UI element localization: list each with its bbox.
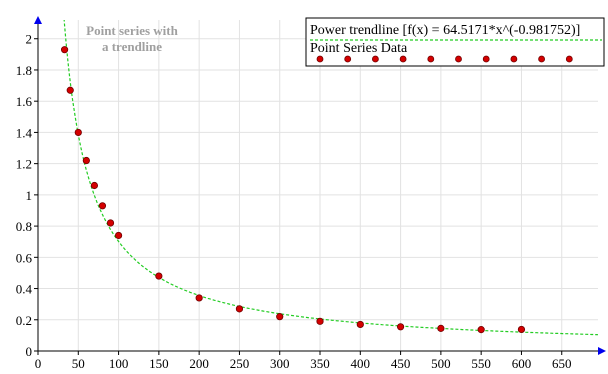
- y-tick-label: 0: [26, 344, 33, 359]
- data-point: [66, 86, 74, 94]
- legend-point-marker: [316, 55, 324, 63]
- y-tick-label: 0.2: [16, 313, 32, 328]
- chart-gridlines: [38, 20, 598, 351]
- data-point: [517, 325, 526, 334]
- legend-point-marker: [427, 55, 435, 63]
- y-tick-label: 1.2: [16, 157, 32, 172]
- legend-point-marker: [565, 55, 573, 63]
- x-tick-label: 0: [35, 356, 42, 371]
- chart-annotation-line-1: Point series with: [86, 23, 178, 38]
- x-tick-label: 650: [552, 356, 572, 371]
- data-point: [235, 305, 244, 313]
- data-point: [60, 46, 69, 54]
- legend-point-marker: [482, 55, 490, 63]
- legend-point-marker: [399, 55, 407, 63]
- legend-entry-points: Point Series Data: [310, 41, 408, 56]
- x-tick-label: 600: [512, 356, 532, 371]
- x-tick-label: 350: [310, 356, 330, 371]
- x-tick-label: 150: [149, 356, 169, 371]
- trendline-curve: [63, 20, 598, 336]
- legend-box: [305, 17, 605, 67]
- chart-axes: [34, 16, 606, 355]
- legend-point-marker: [538, 55, 545, 63]
- y-tick-label: 0.6: [16, 250, 33, 265]
- x-tick-label: 550: [471, 356, 491, 371]
- data-points-layer: [60, 46, 526, 334]
- data-point: [74, 128, 82, 137]
- x-tick-label: 200: [189, 356, 209, 371]
- data-point: [82, 156, 90, 165]
- x-tick-label: 500: [431, 356, 451, 371]
- y-tick-label: 1: [26, 188, 33, 203]
- chart-legend: Power trendline [f(x) = 64.5171*x^(-0.98…: [305, 17, 605, 67]
- data-point: [276, 313, 284, 321]
- x-tick-label: 450: [391, 356, 411, 371]
- data-point: [195, 294, 203, 302]
- x-axis-ticks: 0 50 100 150 200 250 300 350 400 450 500 550 600 650: [35, 351, 572, 371]
- data-point: [114, 231, 123, 240]
- y-tick-label: 1.4: [16, 125, 33, 140]
- legend-point-marker: [344, 55, 352, 63]
- trendline-layer: [63, 20, 598, 336]
- legend-point-marker: [371, 55, 379, 63]
- legend-point-marker: [510, 55, 518, 63]
- y-tick-label: 1.8: [16, 63, 32, 78]
- x-tick-label: 400: [351, 356, 371, 371]
- y-tick-label: 2: [26, 32, 33, 47]
- y-axis-arrow-icon: [34, 16, 42, 24]
- data-point: [90, 181, 99, 190]
- x-tick-label: 50: [72, 356, 85, 371]
- chart-annotation-line-2: a trendline: [102, 39, 162, 54]
- data-point: [396, 323, 405, 331]
- x-tick-label: 300: [270, 356, 290, 371]
- data-point: [356, 320, 364, 329]
- legend-entry-trendline: Power trendline [f(x) = 64.5171*x^(-0.98…: [310, 23, 580, 38]
- x-tick-label: 250: [230, 356, 250, 371]
- x-axis-arrow-icon: [598, 347, 606, 355]
- y-axis-ticks: 0 0.2 0.4 0.6 0.8 1 1.2 1.4 1.6 1.8 2: [16, 32, 38, 359]
- data-point: [316, 317, 324, 325]
- legend-points-swatch: [316, 55, 573, 63]
- y-tick-label: 1.6: [16, 94, 33, 109]
- data-point: [477, 326, 485, 334]
- legend-point-marker: [455, 55, 462, 63]
- data-point: [98, 202, 107, 210]
- y-tick-label: 0.4: [16, 282, 33, 297]
- data-point: [437, 324, 445, 332]
- x-tick-label: 100: [109, 356, 129, 371]
- data-point: [106, 219, 115, 227]
- data-point: [155, 272, 163, 280]
- y-tick-label: 0.8: [16, 219, 32, 234]
